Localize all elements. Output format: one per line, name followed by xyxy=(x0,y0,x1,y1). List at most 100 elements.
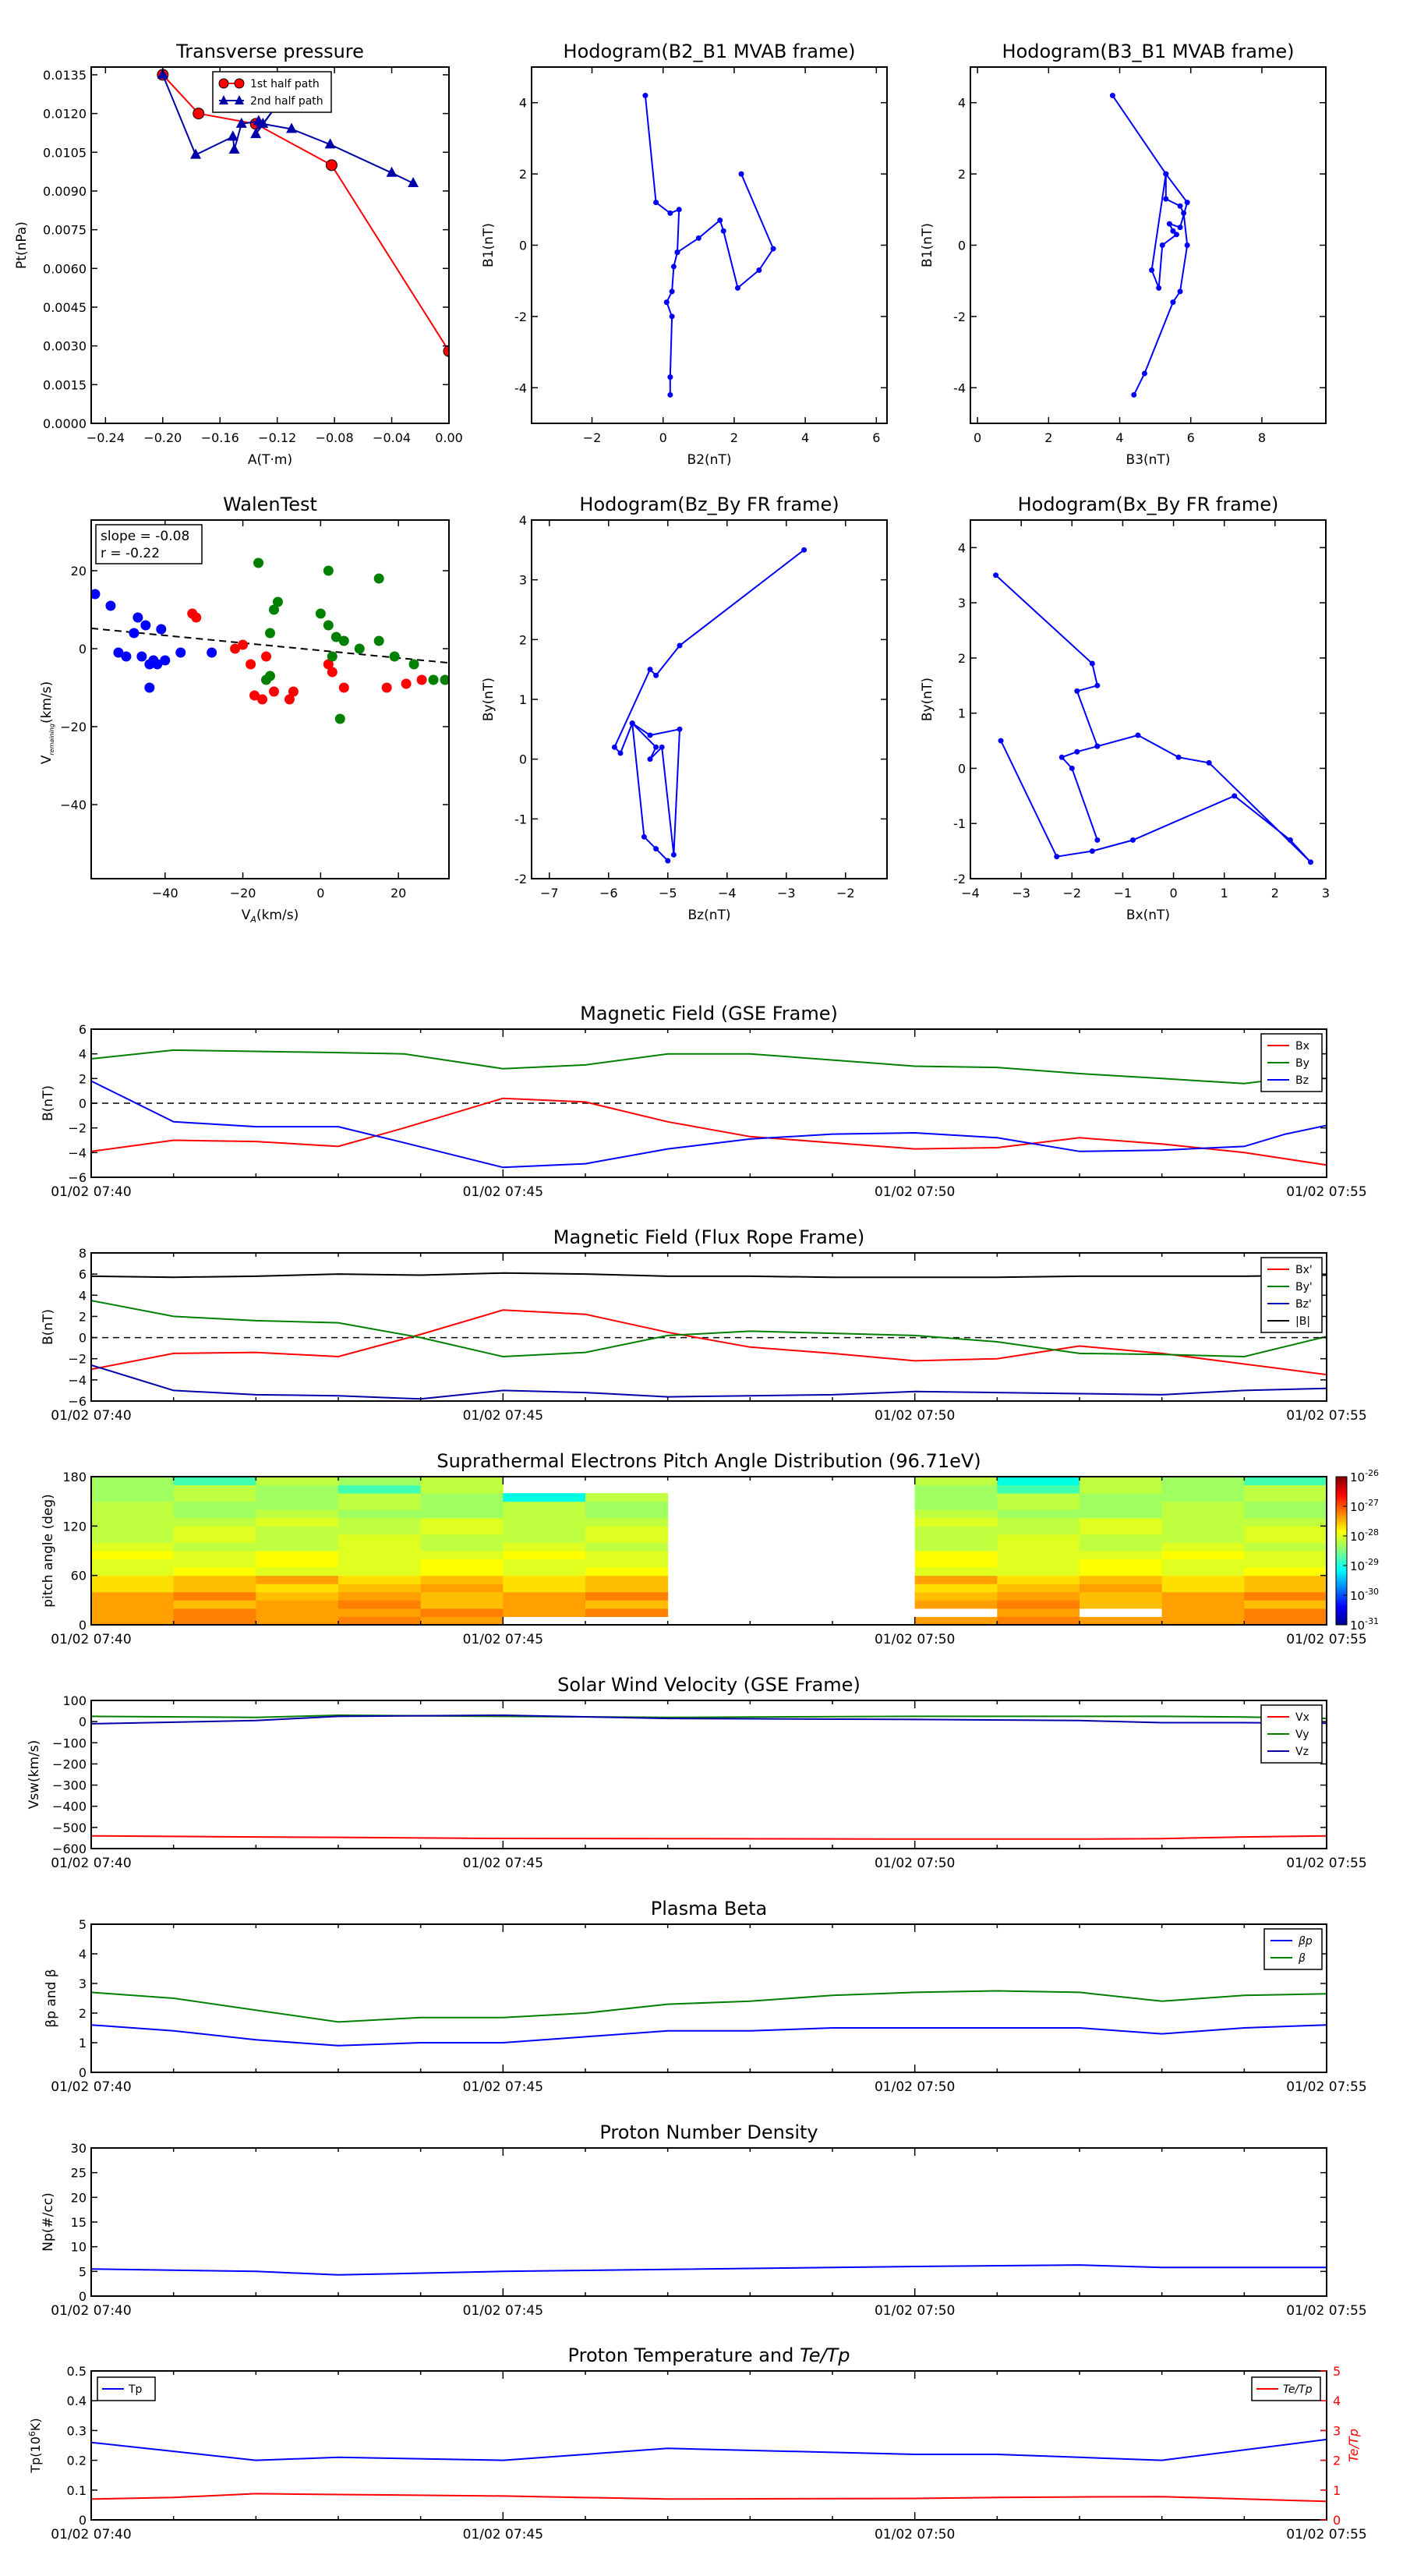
heatmap-cell xyxy=(338,1575,422,1584)
data-point xyxy=(129,628,140,639)
h2-ytick-label: 0 xyxy=(958,239,966,253)
data-point xyxy=(334,713,345,724)
np-ytick-label: 10 xyxy=(71,2240,87,2255)
wt-ytick-label: 0 xyxy=(79,642,87,656)
h4-xtick-label: 2 xyxy=(1271,886,1279,901)
data-point xyxy=(389,651,400,662)
heatmap-cell xyxy=(1080,1608,1163,1617)
temp-ytick-label: 0.2 xyxy=(67,2454,87,2468)
mag-legend-label: Bz xyxy=(1295,1074,1309,1087)
heatmap-cell xyxy=(91,1542,175,1552)
wt-xlabel: VA(km/s) xyxy=(242,908,299,925)
h2-ytick-label: 4 xyxy=(958,96,966,111)
tp-ytick-label: 0.0090 xyxy=(43,184,87,199)
heatmap-cell xyxy=(503,1542,586,1552)
pad-ytick-label: 0 xyxy=(79,1618,87,1633)
data-point xyxy=(993,572,999,579)
tp-ytick-label: 0.0000 xyxy=(43,416,87,431)
mag-ylabel: B(nT) xyxy=(41,1085,56,1121)
colorbar-tick-label: 10-30 xyxy=(1350,1587,1379,1603)
heatmap-cell xyxy=(420,1517,504,1527)
h4-xlabel: Bx(nT) xyxy=(1126,908,1170,923)
data-point xyxy=(265,628,275,639)
chart-vsw: Solar Wind Velocity (GSE Frame) −600 −500 −… xyxy=(27,1674,1367,1871)
heatmap-cell xyxy=(338,1477,422,1486)
vsw-ytick-label: −300 xyxy=(52,1778,87,1793)
series-line-Te/Tp xyxy=(91,2493,1327,2503)
series-line xyxy=(613,549,805,862)
heatmap-cell xyxy=(173,1484,256,1494)
magfr-ytick-label: 4 xyxy=(79,1288,87,1303)
h3-xtick-label: −7 xyxy=(540,886,559,901)
heatmap-cell xyxy=(91,1534,175,1543)
vsw-legend-label: Vy xyxy=(1295,1729,1309,1741)
heatmap-cell xyxy=(503,1583,586,1593)
heatmap-cell xyxy=(173,1526,256,1535)
data-point xyxy=(670,851,677,858)
heatmap-cell xyxy=(1161,1526,1245,1535)
heatmap-cell xyxy=(420,1591,504,1601)
tp-legend-marker xyxy=(218,78,229,89)
data-point xyxy=(1173,232,1179,238)
heatmap-cell xyxy=(1244,1600,1327,1609)
beta-ytick-label: 0 xyxy=(79,2065,87,2080)
h3-ytick-label: 0 xyxy=(519,752,527,767)
data-point xyxy=(235,117,247,128)
tp-legend-label: 1st half path xyxy=(250,78,320,90)
data-point xyxy=(253,557,264,568)
heatmap-cell xyxy=(1244,1534,1327,1543)
pad-ytick-label: 60 xyxy=(71,1569,87,1583)
data-point xyxy=(642,93,648,99)
heatmap-cell xyxy=(914,1517,998,1527)
heatmap-cell xyxy=(503,1559,586,1568)
series-line-By xyxy=(91,1049,1327,1085)
heatmap-cell xyxy=(173,1477,256,1486)
beta-legend-label: β xyxy=(1298,1952,1306,1965)
heatmap-cell xyxy=(585,1501,669,1510)
data-point xyxy=(617,750,624,756)
heatmap-cell xyxy=(1080,1591,1163,1601)
series-line-βp xyxy=(91,2024,1327,2047)
temp-y2tick-label: 0 xyxy=(1333,2513,1341,2528)
heatmap-cell xyxy=(1161,1559,1245,1568)
series-line-By' xyxy=(91,1300,1327,1358)
data-point xyxy=(136,651,147,662)
heatmap-cell xyxy=(914,1542,998,1552)
mag-ytick-label: 2 xyxy=(79,1071,87,1086)
heatmap-cell xyxy=(997,1616,1080,1625)
heatmap-cell xyxy=(91,1517,175,1527)
heatmap-cell xyxy=(585,1567,669,1576)
data-point xyxy=(641,833,647,840)
heatmap-cell xyxy=(256,1542,339,1552)
magfr-ytick-label: 6 xyxy=(79,1267,87,1282)
heatmap-cell xyxy=(256,1559,339,1568)
data-point xyxy=(323,565,334,576)
data-point xyxy=(1170,299,1176,306)
heatmap-cell xyxy=(420,1501,504,1510)
data-point xyxy=(140,620,151,631)
wt-xtick-label: 0 xyxy=(316,886,324,901)
temp-y2tick-label: 3 xyxy=(1333,2423,1341,2438)
wt-annotation: r = -0.22 xyxy=(101,546,160,561)
data-point xyxy=(257,694,268,705)
pad-plot-area xyxy=(91,1477,1327,1625)
beta-ytick-label: 3 xyxy=(79,1976,87,1991)
np-ytick-label: 0 xyxy=(79,2289,87,2304)
heatmap-cell xyxy=(91,1559,175,1568)
heatmap-cell xyxy=(338,1608,422,1617)
data-point xyxy=(250,128,262,139)
vsw-time-label: 01/02 07:55 xyxy=(1286,1856,1366,1871)
data-point xyxy=(1109,93,1115,99)
data-point xyxy=(157,68,168,79)
h4-ytick-label: -2 xyxy=(953,872,966,886)
heatmap-cell xyxy=(256,1575,339,1584)
h4-xtick-label: −2 xyxy=(1062,886,1081,901)
tp-xtick-label: −0.20 xyxy=(143,430,182,445)
heatmap-cell xyxy=(256,1509,339,1519)
mag-ytick-label: 6 xyxy=(79,1022,87,1037)
tp-axes-frame xyxy=(90,66,450,424)
magfr-legend-label: By' xyxy=(1295,1281,1313,1293)
heatmap-cell xyxy=(997,1559,1080,1568)
data-point xyxy=(677,726,683,732)
heatmap-cell xyxy=(997,1517,1080,1527)
